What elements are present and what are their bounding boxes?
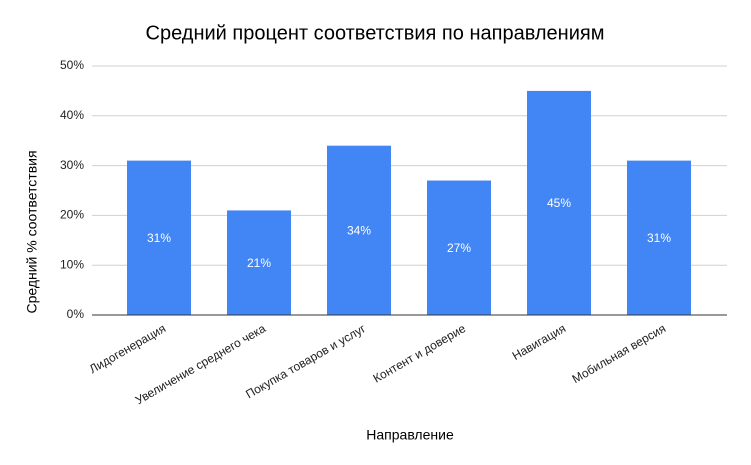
y-tick-label: 10%: [60, 257, 84, 271]
value-label: 45%: [547, 196, 571, 210]
y-tick-label: 50%: [60, 58, 84, 72]
bar: [127, 160, 191, 315]
value-label: 31%: [147, 231, 171, 245]
value-label: 27%: [447, 241, 471, 255]
y-tick-label: 30%: [60, 158, 84, 172]
bar: [627, 160, 691, 315]
value-label: 31%: [647, 231, 671, 245]
bar: [427, 180, 491, 315]
y-tick-label: 0%: [67, 307, 85, 321]
chart-title: Средний процент соответствия по направле…: [146, 22, 605, 44]
y-axis-title: Средний % соответствия: [24, 150, 40, 313]
y-tick-label: 40%: [60, 108, 84, 122]
value-label: 21%: [247, 256, 271, 270]
x-axis-title: Направление: [366, 427, 454, 443]
bar: [327, 145, 391, 315]
value-label: 34%: [347, 224, 371, 238]
bar: [527, 90, 591, 316]
bar: [227, 210, 291, 315]
y-tick-label: 20%: [60, 208, 84, 222]
